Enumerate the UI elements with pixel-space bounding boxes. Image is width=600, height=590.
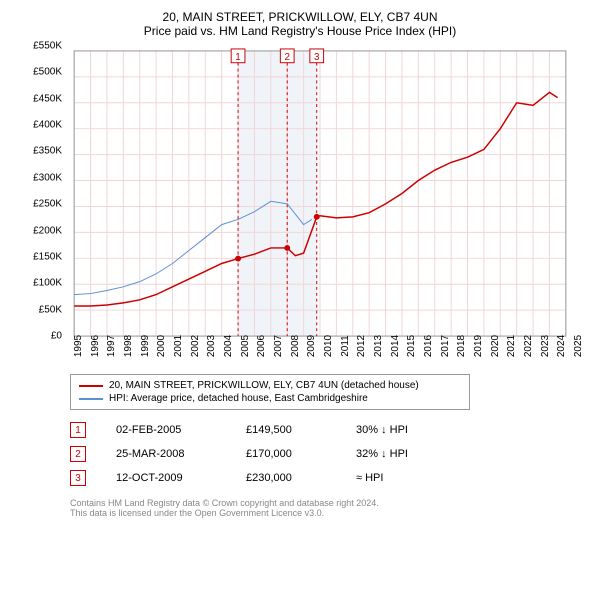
x-tick-label: 2012 — [356, 335, 367, 357]
x-tick-label: 2002 — [190, 335, 201, 357]
event-row: 2 25-MAR-2008 £170,000 32% ↓ HPI — [70, 442, 590, 466]
event-date: 02-FEB-2005 — [116, 424, 216, 436]
chart-title: 20, MAIN STREET, PRICKWILLOW, ELY, CB7 4… — [10, 10, 590, 24]
x-tick-label: 2016 — [423, 335, 434, 357]
plot-svg: 1 2 3 — [70, 46, 570, 341]
x-tick-label: 2007 — [273, 335, 284, 357]
y-tick-label: £500K — [33, 67, 62, 78]
y-tick-label: £350K — [33, 146, 62, 157]
svg-text:3: 3 — [314, 52, 320, 63]
event-badge: 2 — [70, 446, 86, 462]
y-tick-label: £100K — [33, 278, 62, 289]
event-price: £230,000 — [246, 472, 326, 484]
x-tick-label: 1995 — [73, 335, 84, 357]
x-tick-label: 1998 — [123, 335, 134, 357]
legend-label: HPI: Average price, detached house, East… — [109, 393, 368, 404]
event-price: £149,500 — [246, 424, 326, 436]
footer-line1: Contains HM Land Registry data © Crown c… — [70, 498, 590, 508]
y-tick-label: £0 — [51, 331, 62, 342]
x-tick-label: 2017 — [440, 335, 451, 357]
title-area: 20, MAIN STREET, PRICKWILLOW, ELY, CB7 4… — [10, 10, 590, 38]
legend-row: HPI: Average price, detached house, East… — [79, 392, 461, 405]
event-date: 12-OCT-2009 — [116, 472, 216, 484]
event-badge: 3 — [70, 470, 86, 486]
event-note: 32% ↓ HPI — [356, 448, 456, 460]
legend-label: 20, MAIN STREET, PRICKWILLOW, ELY, CB7 4… — [109, 380, 419, 391]
x-tick-label: 2015 — [406, 335, 417, 357]
legend-swatch — [79, 385, 103, 387]
x-tick-label: 2023 — [540, 335, 551, 357]
plot-area: 1 2 3 £0 £50K £100K £150K £200K £250K £300K £350K… — [20, 46, 580, 366]
chart-container: 20, MAIN STREET, PRICKWILLOW, ELY, CB7 4… — [10, 10, 590, 518]
event-note: ≈ HPI — [356, 472, 456, 484]
svg-text:1: 1 — [235, 52, 240, 63]
x-tick-label: 1999 — [140, 335, 151, 357]
event-badge: 1 — [70, 422, 86, 438]
event-note: 30% ↓ HPI — [356, 424, 456, 436]
x-tick-label: 2010 — [323, 335, 334, 357]
y-tick-label: £200K — [33, 225, 62, 236]
x-tick-label: 2022 — [523, 335, 534, 357]
x-tick-label: 2020 — [490, 335, 501, 357]
x-tick-label: 1996 — [90, 335, 101, 357]
x-tick-label: 2013 — [373, 335, 384, 357]
event-price: £170,000 — [246, 448, 326, 460]
legend-box: 20, MAIN STREET, PRICKWILLOW, ELY, CB7 4… — [70, 374, 470, 410]
y-tick-label: £50K — [39, 304, 62, 315]
event-date: 25-MAR-2008 — [116, 448, 216, 460]
event-row: 1 02-FEB-2005 £149,500 30% ↓ HPI — [70, 418, 590, 442]
x-tick-label: 2000 — [156, 335, 167, 357]
y-tick-label: £450K — [33, 93, 62, 104]
y-tick-label: £250K — [33, 199, 62, 210]
x-tick-label: 2014 — [390, 335, 401, 357]
legend-row: 20, MAIN STREET, PRICKWILLOW, ELY, CB7 4… — [79, 379, 461, 392]
y-tick-label: £550K — [33, 41, 62, 52]
x-tick-label: 2001 — [173, 335, 184, 357]
legend-swatch — [79, 398, 103, 400]
x-tick-label: 2008 — [290, 335, 301, 357]
svg-text:2: 2 — [284, 52, 289, 63]
x-tick-label: 2025 — [573, 335, 584, 357]
event-row: 3 12-OCT-2009 £230,000 ≈ HPI — [70, 466, 590, 490]
events-table: 1 02-FEB-2005 £149,500 30% ↓ HPI 2 25-MAR-200… — [70, 418, 590, 490]
x-tick-label: 2018 — [456, 335, 467, 357]
footer-line2: This data is licensed under the Open Gov… — [70, 508, 590, 518]
y-tick-label: £400K — [33, 120, 62, 131]
x-tick-label: 2004 — [223, 335, 234, 357]
x-tick-label: 2003 — [206, 335, 217, 357]
y-tick-label: £300K — [33, 172, 62, 183]
x-tick-label: 1997 — [106, 335, 117, 357]
x-tick-label: 2021 — [506, 335, 517, 357]
x-tick-label: 2009 — [306, 335, 317, 357]
footer: Contains HM Land Registry data © Crown c… — [70, 498, 590, 518]
x-tick-label: 2005 — [240, 335, 251, 357]
x-tick-label: 2019 — [473, 335, 484, 357]
chart-subtitle: Price paid vs. HM Land Registry's House … — [10, 24, 590, 38]
x-tick-label: 2006 — [256, 335, 267, 357]
x-tick-label: 2024 — [556, 335, 567, 357]
y-tick-label: £150K — [33, 251, 62, 262]
x-tick-label: 2011 — [340, 335, 351, 357]
